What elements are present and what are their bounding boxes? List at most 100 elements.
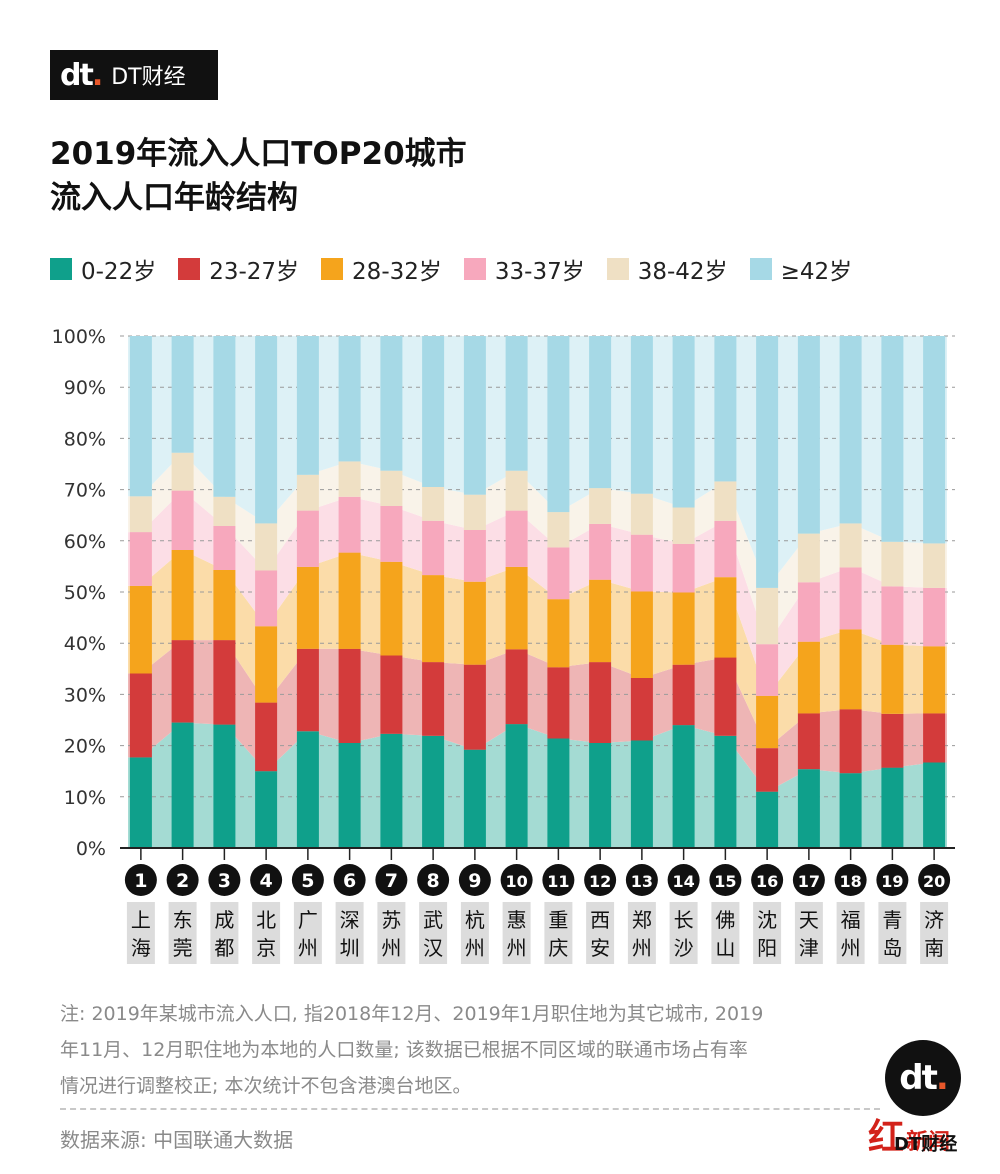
bar-segment-5 [255,523,278,571]
bar-segment-5 [422,487,445,521]
legend-label: 23-27岁 [209,259,300,285]
city-label-char: 天 [799,908,819,932]
bar-segment-4 [380,506,403,562]
bar-segment-2 [756,748,779,792]
bar-segment-6 [255,336,278,524]
bar-segment-1 [338,743,361,848]
city-label-char: 成 [214,908,234,932]
legend-swatch [50,258,72,280]
bar-segment-5 [129,496,152,533]
bar-segment-1 [714,735,737,848]
bar-segment-2 [672,664,695,726]
rank-circle [124,864,157,896]
bar-segment-2 [171,640,194,723]
bar-segment-5 [547,512,570,548]
bar-segment-4 [338,496,361,553]
bar-segment-2 [547,667,570,739]
bar-segment-6 [630,336,653,494]
bar-segment-2 [797,713,820,770]
rank-circle [291,864,324,896]
city-label-char: 广 [298,908,318,932]
city-label-bg [293,902,322,964]
area-band-6 [128,336,947,588]
rank-circle [667,864,700,896]
rank-label: 15 [714,872,736,891]
bar-segment-1 [171,722,194,848]
bar-segment-6 [589,336,612,489]
bar-segment-4 [129,532,152,586]
bar-segment-5 [923,543,946,588]
bar-segment-2 [296,648,319,732]
bar-segment-6 [505,336,528,471]
bar-segment-3 [672,592,695,665]
bar-segment-2 [714,657,737,736]
bar-segment-5 [296,474,319,511]
city-label-char: 汉 [423,936,443,960]
city-label-bg [586,902,615,964]
y-tick-label: 100% [52,326,106,348]
city-label-char: 济 [924,908,944,932]
legend-label: 38-42岁 [637,259,728,285]
bar-segment-3 [839,629,862,710]
legend-item-4: 33-37岁 [463,252,585,286]
bar-segment-3 [422,575,445,663]
city-label-char: 长 [674,908,694,932]
bar-segment-2 [923,713,946,763]
city-label-char: 重 [548,908,568,932]
city-label-bg [377,902,406,964]
bar-segment-2 [380,655,403,734]
legend-swatch [178,258,201,280]
bar-segment-3 [171,550,194,641]
city-label-char: 州 [632,936,652,960]
bar-segment-1 [505,724,528,848]
bar-segment-2 [463,664,486,750]
rank-label: 19 [881,872,903,891]
bar-segment-3 [380,561,403,656]
rank-label: 1 [134,870,147,892]
city-label-char: 州 [465,936,485,960]
brand-mark: dt. [60,57,103,93]
area-band-5 [128,452,947,645]
bar-segment-6 [881,336,904,542]
bar-segment-3 [129,585,152,674]
bar-segment-4 [923,587,946,647]
rank-circle [250,864,283,896]
legend-item-2: 23-27岁 [178,252,299,286]
city-label-char: 青 [882,908,902,932]
bar-segment-1 [672,725,695,848]
bar-segment-6 [672,336,695,508]
rank-circle [751,864,784,896]
bar-segment-6 [714,336,737,482]
city-label-char: 安 [590,936,610,960]
area-band-4 [128,490,947,696]
city-label-char: 惠 [507,908,527,932]
bar-segment-1 [589,743,612,848]
legend-label: ≥42岁 [780,259,853,285]
rank-label: 6 [343,870,356,892]
bar-segment-6 [756,336,779,588]
bar-segment-3 [630,591,653,678]
city-label-char: 莞 [173,936,193,960]
title-line-2: 流入人口年龄结构 [50,180,298,216]
city-label-char: 庆 [548,936,568,960]
bar-segment-1 [839,773,862,848]
rank-circle [709,864,742,896]
bar-segment-4 [672,543,695,593]
bar-segment-1 [380,733,403,848]
rank-label: 18 [839,872,861,891]
city-label-char: 北 [256,908,276,932]
legend-label: 33-37岁 [494,259,585,285]
city-label-bg [627,902,656,964]
bar-segment-3 [547,599,570,668]
rank-label: 20 [923,872,945,891]
bar-segment-2 [255,702,278,772]
bar-segment-3 [797,641,820,714]
bar-segment-2 [422,662,445,736]
bar-segment-6 [338,336,361,462]
city-label-bg [419,902,448,964]
city-label-char: 西 [590,908,610,932]
city-label-char: 沙 [674,936,694,960]
y-tick-label: 50% [64,582,106,604]
rank-circle [417,864,450,896]
y-tick-label: 0% [76,838,106,860]
